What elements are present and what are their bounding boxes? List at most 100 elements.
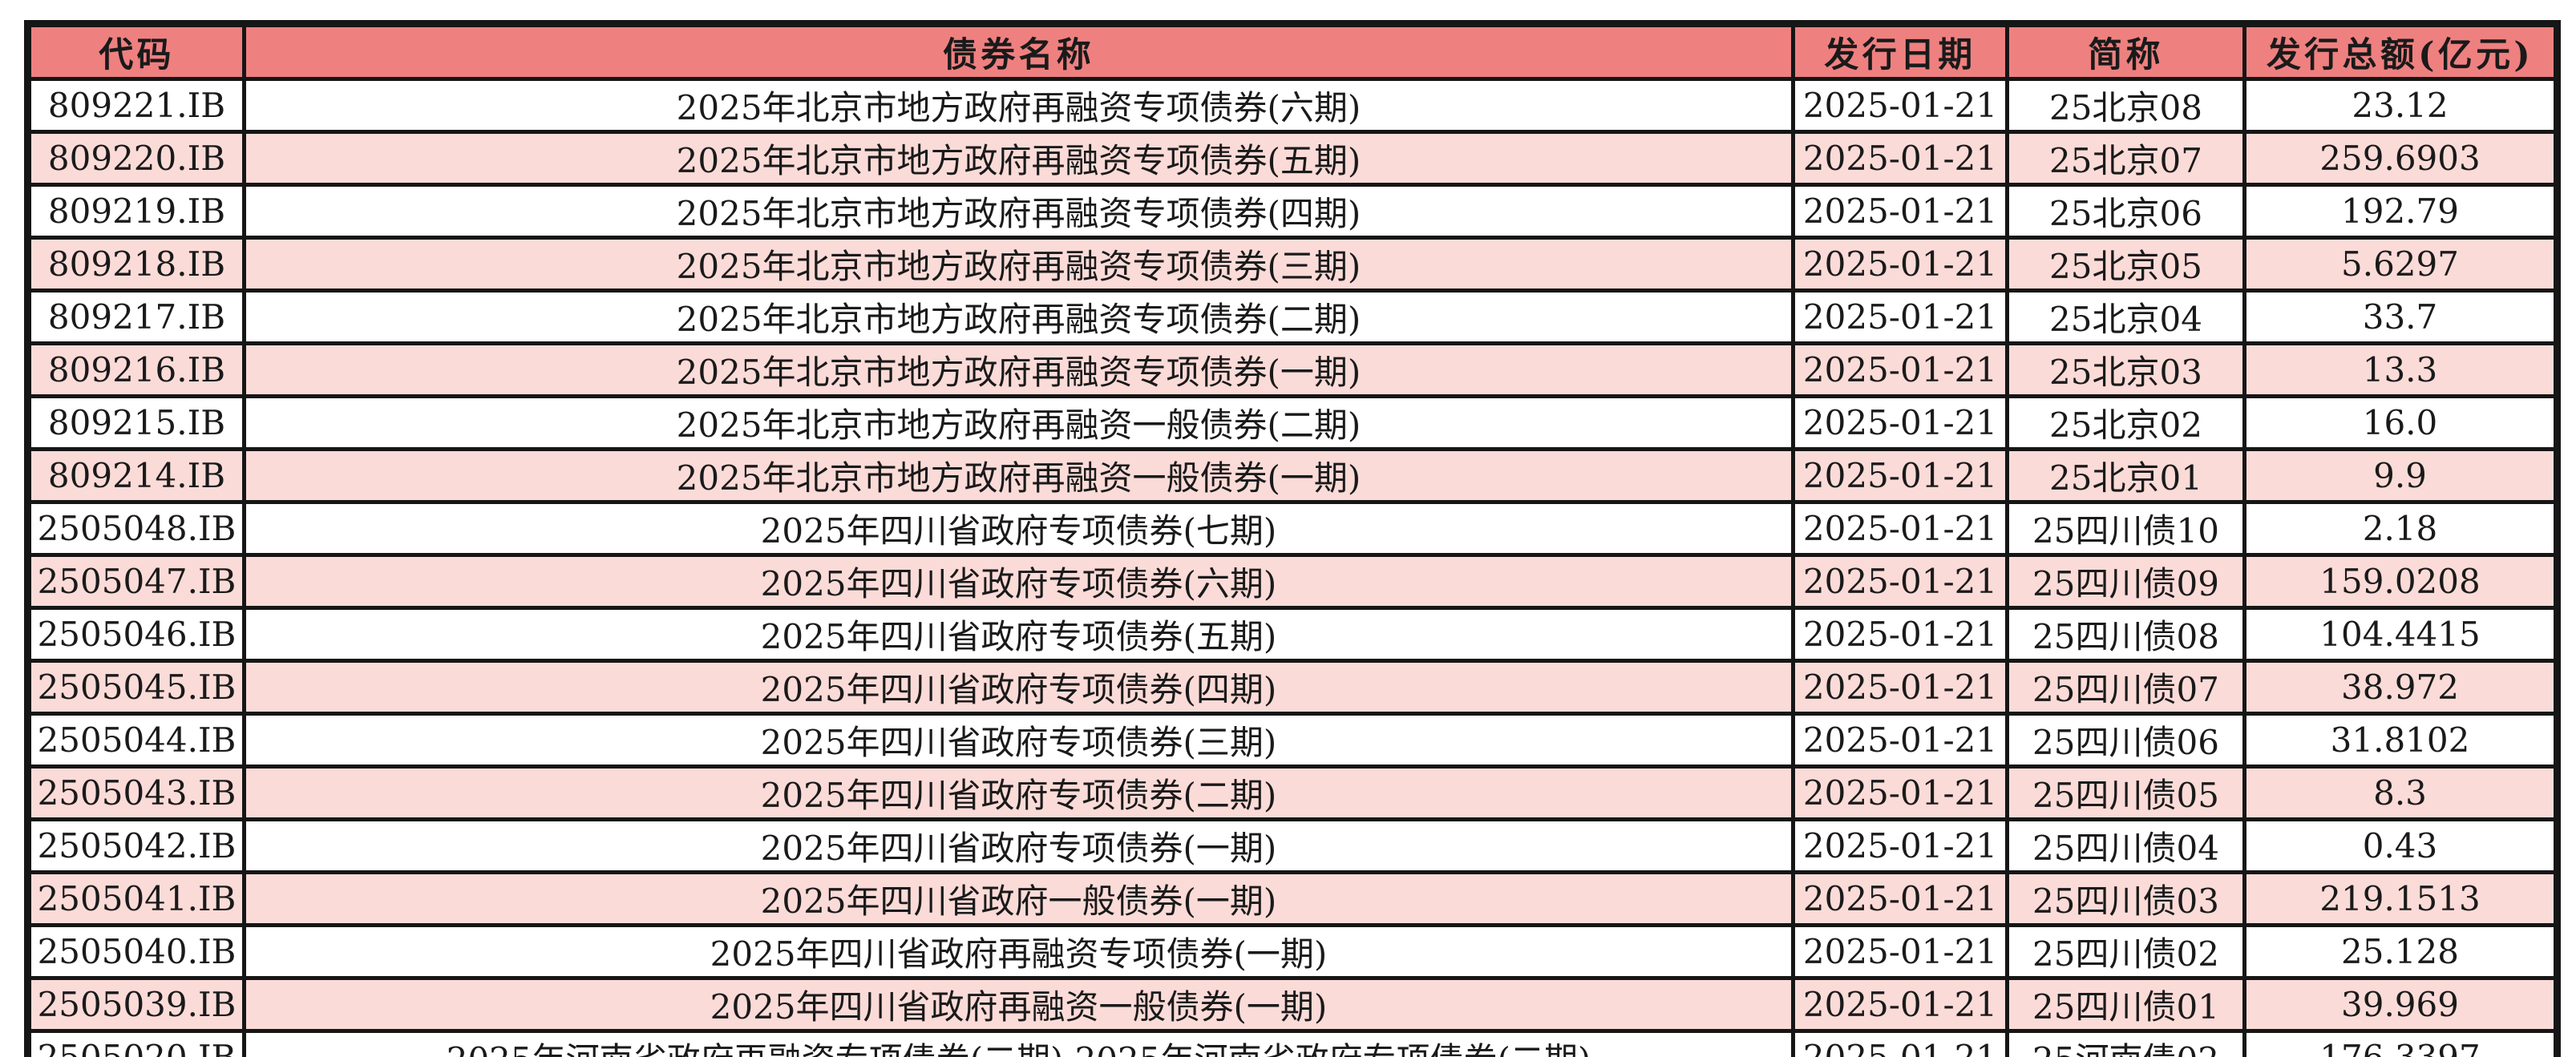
cell-code: 2505020.IB (26, 1029, 246, 1057)
cell-name: 2025年北京市地方政府再融资专项债券(二期) (242, 288, 1795, 345)
cell-amount: 38.972 (2242, 659, 2559, 716)
cell-issue-date: 2025-01-21 (1791, 1029, 2009, 1057)
cell-amount: 13.3 (2242, 341, 2559, 398)
cell-short-name: 25四川债07 (2005, 659, 2246, 716)
cell-code: 809215.IB (26, 394, 246, 451)
table-row: 809221.IB 2025年北京市地方政府再融资专项债券(六期) 2025-01-… (26, 77, 2559, 134)
cell-short-name: 25四川债09 (2005, 553, 2246, 610)
table-row: 2505046.IB 2025年四川省政府专项债券(五期) 2025-01-21 25… (26, 606, 2559, 663)
cell-amount: 31.8102 (2242, 712, 2559, 769)
cell-amount: 9.9 (2242, 447, 2559, 504)
cell-short-name: 25北京03 (2005, 341, 2246, 398)
cell-name: 2025年河南省政府再融资专项债券(二期)-2025年河南省政府专项债券(二期) (242, 1029, 1795, 1057)
cell-code: 2505044.IB (26, 712, 246, 769)
cell-name: 2025年北京市地方政府再融资专项债券(四期) (242, 183, 1795, 240)
cell-issue-date: 2025-01-21 (1791, 447, 2009, 504)
cell-name: 2025年北京市地方政府再融资一般债券(二期) (242, 394, 1795, 451)
cell-short-name: 25四川债08 (2005, 606, 2246, 663)
cell-issue-date: 2025-01-21 (1791, 976, 2009, 1033)
cell-code: 2505046.IB (26, 606, 246, 663)
cell-amount: 16.0 (2242, 394, 2559, 451)
cell-code: 809216.IB (26, 341, 246, 398)
cell-name: 2025年北京市地方政府再融资一般债券(一期) (242, 447, 1795, 504)
cell-name: 2025年四川省政府专项债券(六期) (242, 553, 1795, 610)
table-row: 2505044.IB 2025年四川省政府专项债券(三期) 2025-01-21 25… (26, 712, 2559, 769)
column-header-amount: 发行总额(亿元) (2242, 22, 2559, 81)
cell-amount: 8.3 (2242, 765, 2559, 821)
cell-issue-date: 2025-01-21 (1791, 712, 2009, 769)
cell-code: 809220.IB (26, 130, 246, 187)
table-row: 809220.IB 2025年北京市地方政府再融资专项债券(五期) 2025-01-… (26, 130, 2559, 187)
cell-amount: 219.1513 (2242, 870, 2559, 927)
cell-name: 2025年四川省政府专项债券(七期) (242, 500, 1795, 557)
cell-issue-date: 2025-01-21 (1791, 77, 2009, 134)
cell-code: 809221.IB (26, 77, 246, 134)
cell-name: 2025年四川省政府专项债券(三期) (242, 712, 1795, 769)
cell-issue-date: 2025-01-21 (1791, 130, 2009, 187)
cell-code: 809217.IB (26, 288, 246, 345)
cell-amount: 259.6903 (2242, 130, 2559, 187)
header-row: 代码 债券名称 发行日期 简称 发行总额(亿元) (26, 22, 2559, 81)
cell-name: 2025年四川省政府专项债券(一期) (242, 817, 1795, 874)
table-row: 809214.IB 2025年北京市地方政府再融资一般债券(一期) 2025-01-… (26, 447, 2559, 504)
cell-issue-date: 2025-01-21 (1791, 236, 2009, 292)
cell-issue-date: 2025-01-21 (1791, 288, 2009, 345)
table-row: 809216.IB 2025年北京市地方政府再融资专项债券(一期) 2025-01-… (26, 341, 2559, 398)
cell-name: 2025年四川省政府再融资专项债券(一期) (242, 923, 1795, 980)
cell-code: 2505047.IB (26, 553, 246, 610)
cell-short-name: 25四川债05 (2005, 765, 2246, 821)
cell-issue-date: 2025-01-21 (1791, 394, 2009, 451)
bond-issuance-table: 代码 债券名称 发行日期 简称 发行总额(亿元) 809221.IB 2025年北… (24, 20, 2561, 1057)
cell-code: 2505042.IB (26, 817, 246, 874)
cell-name: 2025年北京市地方政府再融资专项债券(六期) (242, 77, 1795, 134)
column-header-code: 代码 (26, 22, 246, 81)
cell-short-name: 25四川债04 (2005, 817, 2246, 874)
cell-issue-date: 2025-01-21 (1791, 923, 2009, 980)
table-body: 809221.IB 2025年北京市地方政府再融资专项债券(六期) 2025-01-… (26, 77, 2559, 1057)
cell-amount: 176.3397 (2242, 1029, 2559, 1057)
cell-name: 2025年四川省政府专项债券(五期) (242, 606, 1795, 663)
cell-short-name: 25北京02 (2005, 394, 2246, 451)
cell-amount: 39.969 (2242, 976, 2559, 1033)
cell-amount: 33.7 (2242, 288, 2559, 345)
table-row: 2505040.IB 2025年四川省政府再融资专项债券(一期) 2025-01-2… (26, 923, 2559, 980)
cell-short-name: 25北京08 (2005, 77, 2246, 134)
cell-amount: 0.43 (2242, 817, 2559, 874)
cell-code: 2505040.IB (26, 923, 246, 980)
cell-amount: 5.6297 (2242, 236, 2559, 292)
cell-issue-date: 2025-01-21 (1791, 183, 2009, 240)
table-header: 代码 债券名称 发行日期 简称 发行总额(亿元) (26, 22, 2559, 81)
column-header-issue-date: 发行日期 (1791, 22, 2009, 81)
cell-issue-date: 2025-01-21 (1791, 606, 2009, 663)
cell-code: 2505039.IB (26, 976, 246, 1033)
table-row: 809215.IB 2025年北京市地方政府再融资一般债券(二期) 2025-01-… (26, 394, 2559, 451)
cell-short-name: 25河南债02 (2005, 1029, 2246, 1057)
cell-issue-date: 2025-01-21 (1791, 553, 2009, 610)
cell-short-name: 25北京06 (2005, 183, 2246, 240)
cell-short-name: 25四川债10 (2005, 500, 2246, 557)
cell-short-name: 25四川债03 (2005, 870, 2246, 927)
cell-issue-date: 2025-01-21 (1791, 500, 2009, 557)
cell-amount: 104.4415 (2242, 606, 2559, 663)
table-row: 2505045.IB 2025年四川省政府专项债券(四期) 2025-01-21 25… (26, 659, 2559, 716)
table-row: 2505020.IB2025年河南省政府再融资专项债券(二期)-2025年河南省… (26, 1029, 2559, 1057)
cell-issue-date: 2025-01-21 (1791, 765, 2009, 821)
cell-name: 2025年四川省政府专项债券(二期) (242, 765, 1795, 821)
cell-issue-date: 2025-01-21 (1791, 817, 2009, 874)
column-header-name: 债券名称 (242, 22, 1795, 81)
table-row: 2505043.IB 2025年四川省政府专项债券(二期) 2025-01-21 25… (26, 765, 2559, 821)
table-row: 2505039.IB 2025年四川省政府再融资一般债券(一期) 2025-01-2… (26, 976, 2559, 1033)
cell-name: 2025年四川省政府专项债券(四期) (242, 659, 1795, 716)
table-row: 809218.IB 2025年北京市地方政府再融资专项债券(三期) 2025-01-… (26, 236, 2559, 292)
cell-short-name: 25四川债06 (2005, 712, 2246, 769)
cell-code: 2505043.IB (26, 765, 246, 821)
cell-short-name: 25四川债01 (2005, 976, 2246, 1033)
cell-amount: 25.128 (2242, 923, 2559, 980)
cell-name: 2025年四川省政府一般债券(一期) (242, 870, 1795, 927)
cell-name: 2025年四川省政府再融资一般债券(一期) (242, 976, 1795, 1033)
cell-issue-date: 2025-01-21 (1791, 341, 2009, 398)
cell-short-name: 25北京07 (2005, 130, 2246, 187)
table-row: 809219.IB 2025年北京市地方政府再融资专项债券(四期) 2025-01-… (26, 183, 2559, 240)
cell-short-name: 25北京05 (2005, 236, 2246, 292)
